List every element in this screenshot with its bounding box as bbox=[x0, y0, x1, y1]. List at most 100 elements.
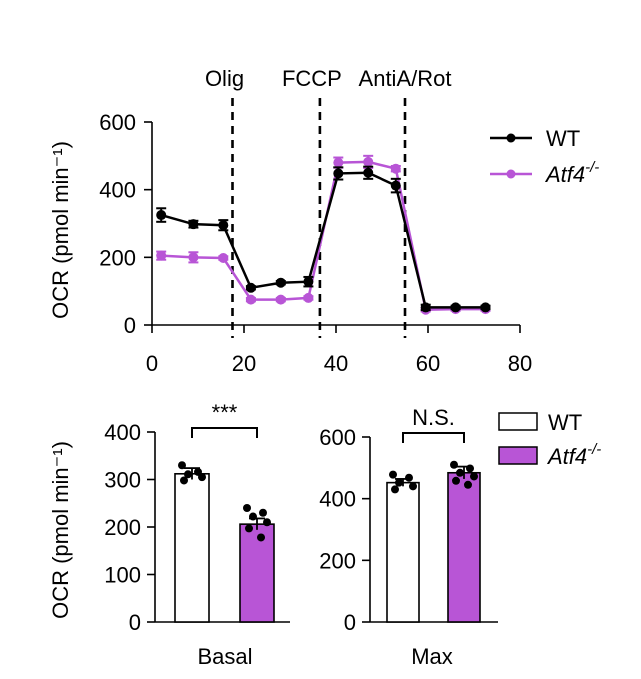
injection-markers: Olig FCCP AntiA/Rot bbox=[205, 66, 452, 338]
bar-data-point bbox=[245, 524, 253, 533]
injection-label: FCCP bbox=[282, 66, 342, 91]
series-wt bbox=[156, 165, 491, 313]
line-chart-ytick-label: 600 bbox=[99, 110, 136, 135]
bar-data-point bbox=[243, 504, 251, 512]
bar-ytick-label: 600 bbox=[319, 425, 356, 450]
line-chart-xtick-label: 20 bbox=[232, 351, 256, 376]
data-point bbox=[218, 253, 229, 264]
data-point bbox=[390, 180, 401, 191]
legend-wt-label: WT bbox=[546, 126, 580, 151]
bar-data-point bbox=[259, 508, 267, 517]
data-point bbox=[245, 294, 256, 305]
basal-bar-chart: 0 100 200 300 400 *** OCR (pmol min⁻¹) Basal bbox=[48, 400, 290, 669]
max-bars: 0 200 400 600 N.S. bbox=[319, 405, 498, 635]
data-point bbox=[390, 163, 401, 174]
bar-data-point bbox=[257, 533, 265, 542]
series-line bbox=[160, 171, 486, 309]
legend-ko-sup: -/- bbox=[585, 159, 599, 176]
legend-ko-base: Atf4 bbox=[544, 162, 585, 187]
bar-data-point bbox=[198, 473, 206, 482]
data-point bbox=[480, 302, 491, 313]
bar-data-point bbox=[180, 476, 188, 485]
series-line bbox=[161, 160, 486, 312]
data-point bbox=[333, 168, 344, 179]
bar-ytick-label: 100 bbox=[104, 563, 141, 588]
bar-data-point bbox=[405, 473, 413, 482]
line-chart-series bbox=[156, 154, 491, 315]
bar-ytick-label: 400 bbox=[319, 487, 356, 512]
data-point bbox=[303, 292, 314, 303]
bar-ytick-label: 200 bbox=[104, 515, 141, 540]
data-point bbox=[275, 277, 286, 288]
bar-ytick-label: 0 bbox=[344, 610, 356, 635]
line-chart-xtick-label: 60 bbox=[416, 351, 440, 376]
basal-category-label: Basal bbox=[197, 644, 252, 669]
basal-bars: 0 100 200 300 400 *** bbox=[104, 400, 290, 635]
bar-ytick-label: 400 bbox=[104, 420, 141, 445]
line-chart-legend: WT Atf4-/- bbox=[490, 126, 599, 187]
significance-label: N.S. bbox=[412, 405, 455, 430]
bar-data-point bbox=[184, 470, 192, 479]
max-category-label: Max bbox=[411, 644, 453, 669]
data-point bbox=[156, 210, 167, 221]
line-chart-xtick-label: 80 bbox=[508, 351, 532, 376]
line-chart-ylabel: OCR (pmol min⁻¹) bbox=[48, 141, 73, 319]
basal-ylabel: OCR (pmol min⁻¹) bbox=[48, 441, 73, 619]
bar-ko bbox=[447, 471, 481, 623]
line-chart-ytick-label: 400 bbox=[99, 178, 136, 203]
line-chart-xtick-label: 0 bbox=[146, 351, 158, 376]
data-point bbox=[420, 302, 431, 313]
max-bar-chart: 0 200 400 600 N.S. Max bbox=[319, 405, 498, 669]
data-point bbox=[363, 167, 374, 178]
ocr-timecourse-chart: Olig FCCP AntiA/Rot 0 200 400 600 0 20 40 60 80 OC… bbox=[48, 66, 599, 376]
data-point bbox=[275, 294, 286, 305]
bar-data-point bbox=[464, 480, 472, 489]
bar-data-point bbox=[249, 512, 257, 521]
bar-wt bbox=[174, 472, 210, 623]
bar-data-point bbox=[178, 461, 186, 470]
injection-label: AntiA/Rot bbox=[359, 66, 452, 91]
legend-ko-label: Atf4-/- bbox=[544, 159, 599, 187]
bar-legend-ko-swatch bbox=[498, 446, 538, 465]
data-point bbox=[188, 219, 199, 230]
bar-data-point bbox=[470, 472, 478, 481]
bar-data-point bbox=[456, 468, 464, 477]
data-point bbox=[218, 220, 229, 231]
data-point bbox=[303, 276, 314, 287]
bar-ytick-label: 200 bbox=[319, 548, 356, 573]
bar-data-point bbox=[466, 464, 474, 473]
line-chart-xtick-label: 40 bbox=[324, 351, 348, 376]
line-chart-ytick-label: 0 bbox=[124, 313, 136, 338]
line-chart-ytick-label: 200 bbox=[99, 245, 136, 270]
bar-data-point bbox=[395, 478, 403, 487]
bar-ytick-label: 300 bbox=[104, 468, 141, 493]
data-point bbox=[333, 157, 344, 168]
data-point bbox=[188, 252, 199, 263]
bar-data-point bbox=[409, 482, 417, 491]
significance-bracket bbox=[402, 432, 465, 443]
legend-wt-marker bbox=[506, 133, 516, 143]
bar-data-point bbox=[391, 485, 399, 494]
significance-label: *** bbox=[212, 400, 238, 425]
bar-data-point bbox=[263, 518, 271, 527]
bar-data-point bbox=[450, 460, 458, 469]
bar-chart-legend: WT Atf4-/- bbox=[498, 410, 601, 469]
injection-label: Olig bbox=[205, 66, 244, 91]
bar-data-point bbox=[452, 476, 460, 485]
data-point bbox=[245, 282, 256, 293]
bar-wt bbox=[386, 481, 420, 623]
legend-ko-marker bbox=[506, 169, 516, 179]
data-point bbox=[156, 250, 167, 261]
significance-bracket bbox=[191, 427, 258, 438]
bar-legend-ko-label: Atf4-/- bbox=[546, 441, 601, 469]
bar-data-point bbox=[389, 470, 397, 479]
series-ko bbox=[156, 154, 491, 315]
bar-legend-ko-sup: -/- bbox=[587, 441, 601, 458]
bar-legend-wt-label: WT bbox=[548, 410, 582, 435]
data-point bbox=[450, 302, 461, 313]
bar-legend-ko-base: Atf4 bbox=[546, 444, 587, 469]
line-chart-axes: 0 200 400 600 0 20 40 60 80 bbox=[99, 110, 532, 376]
bar-legend-wt-swatch bbox=[498, 412, 538, 431]
bar-ko bbox=[239, 523, 275, 623]
